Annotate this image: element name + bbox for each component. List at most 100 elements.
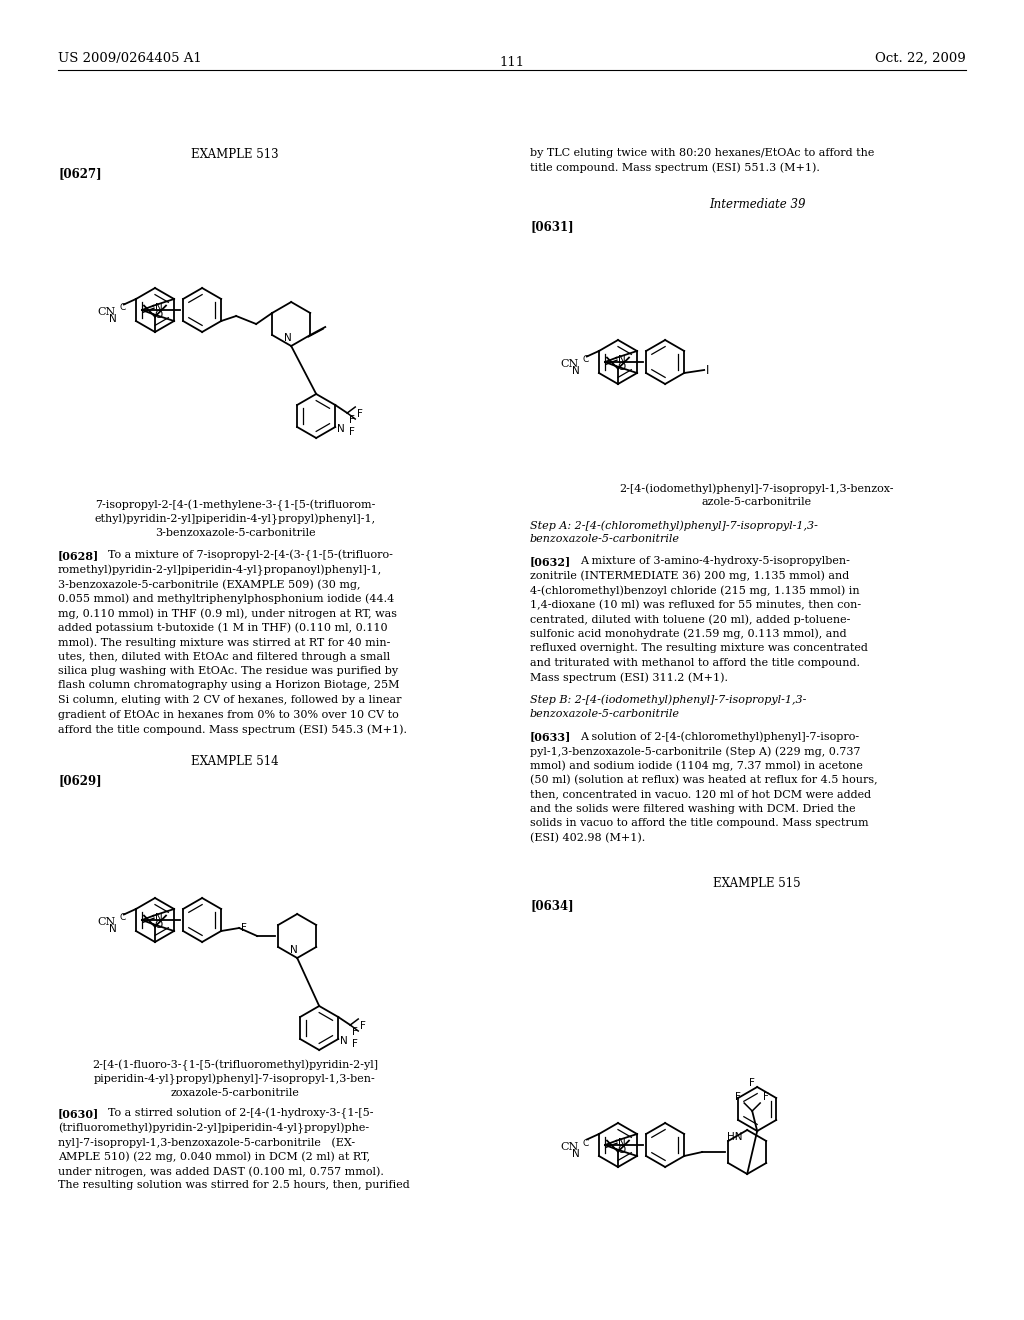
Text: (trifluoromethyl)pyridin-2-yl]piperidin-4-yl}propyl)phe-: (trifluoromethyl)pyridin-2-yl]piperidin-…: [58, 1122, 369, 1134]
Text: 1,4-dioxane (10 ml) was refluxed for 55 minutes, then con-: 1,4-dioxane (10 ml) was refluxed for 55 …: [530, 599, 861, 610]
Text: added potassium t-butoxide (1 M in THF) (0.110 ml, 0.110: added potassium t-butoxide (1 M in THF) …: [58, 623, 388, 634]
Text: O: O: [617, 1146, 626, 1155]
Text: N: N: [571, 366, 580, 376]
Text: pyl-1,3-benzoxazole-5-carbonitrile (Step A) (229 mg, 0.737: pyl-1,3-benzoxazole-5-carbonitrile (Step…: [530, 746, 860, 756]
Text: N: N: [155, 302, 163, 313]
Text: then, concentrated in vacuo. 120 ml of hot DCM were added: then, concentrated in vacuo. 120 ml of h…: [530, 789, 871, 800]
Text: [0628]: [0628]: [58, 550, 99, 561]
Text: 4-(chloromethyl)benzoyl chloride (215 mg, 1.135 mmol) in: 4-(chloromethyl)benzoyl chloride (215 mg…: [530, 585, 859, 595]
Text: N: N: [155, 913, 163, 923]
Text: solids in vacuo to afford the title compound. Mass spectrum: solids in vacuo to afford the title comp…: [530, 818, 868, 829]
Text: C: C: [119, 304, 126, 313]
Text: CN: CN: [97, 308, 116, 317]
Text: title compound. Mass spectrum (ESI) 551.3 (M+1).: title compound. Mass spectrum (ESI) 551.…: [530, 162, 820, 173]
Text: and the solids were filtered washing with DCM. Dried the: and the solids were filtered washing wit…: [530, 804, 856, 814]
Text: 3-benzoxazole-5-carbonitrile (EXAMPLE 509) (30 mg,: 3-benzoxazole-5-carbonitrile (EXAMPLE 50…: [58, 579, 360, 590]
Text: and triturated with methanol to afford the title compound.: and triturated with methanol to afford t…: [530, 657, 860, 668]
Text: Mass spectrum (ESI) 311.2 (M+1).: Mass spectrum (ESI) 311.2 (M+1).: [530, 672, 728, 682]
Text: US 2009/0264405 A1: US 2009/0264405 A1: [58, 51, 202, 65]
Text: C: C: [119, 913, 126, 923]
Text: zonitrile (INTERMEDIATE 36) 200 mg, 1.135 mmol) and: zonitrile (INTERMEDIATE 36) 200 mg, 1.13…: [530, 570, 849, 581]
Text: mmol) and sodium iodide (1104 mg, 7.37 mmol) in acetone: mmol) and sodium iodide (1104 mg, 7.37 m…: [530, 760, 863, 771]
Text: N: N: [340, 1036, 348, 1045]
Text: 3-benzoxazole-5-carbonitrile: 3-benzoxazole-5-carbonitrile: [155, 528, 315, 539]
Text: centrated, diluted with toluene (20 ml), added p-toluene-: centrated, diluted with toluene (20 ml),…: [530, 614, 850, 624]
Text: O: O: [617, 362, 626, 372]
Text: N: N: [109, 924, 117, 935]
Text: mg, 0.110 mmol) in THF (0.9 ml), under nitrogen at RT, was: mg, 0.110 mmol) in THF (0.9 ml), under n…: [58, 609, 397, 619]
Text: [0633]: [0633]: [530, 731, 571, 742]
Text: (ESI) 402.98 (M+1).: (ESI) 402.98 (M+1).: [530, 833, 645, 843]
Text: benzoxazole-5-carbonitrile: benzoxazole-5-carbonitrile: [530, 709, 680, 719]
Text: [0630]: [0630]: [58, 1107, 99, 1119]
Text: I: I: [707, 363, 710, 376]
Text: N: N: [618, 355, 626, 364]
Text: azole-5-carbonitrile: azole-5-carbonitrile: [701, 498, 812, 507]
Text: The resulting solution was stirred for 2.5 hours, then, purified: The resulting solution was stirred for 2…: [58, 1180, 410, 1191]
Text: N: N: [337, 424, 345, 434]
Text: [0634]: [0634]: [530, 899, 573, 912]
Text: [0627]: [0627]: [58, 168, 101, 180]
Text: To a mixture of 7-isopropyl-2-[4-(3-{1-[5-(trifluoro-: To a mixture of 7-isopropyl-2-[4-(3-{1-[…: [108, 550, 393, 561]
Text: 0.055 mmol) and methyltriphenylphosphonium iodide (44.4: 0.055 mmol) and methyltriphenylphosphoni…: [58, 594, 394, 605]
Text: O: O: [155, 310, 163, 321]
Text: N: N: [618, 1138, 626, 1148]
Text: 2-[4-(1-fluoro-3-{1-[5-(trifluoromethyl)pyridin-2-yl]: 2-[4-(1-fluoro-3-{1-[5-(trifluoromethyl)…: [92, 1060, 378, 1072]
Text: Step A: 2-[4-(chloromethyl)phenyl]-7-isopropyl-1,3-: Step A: 2-[4-(chloromethyl)phenyl]-7-iso…: [530, 520, 818, 531]
Text: Step B: 2-[4-(iodomethyl)phenyl]-7-isopropyl-1,3-: Step B: 2-[4-(iodomethyl)phenyl]-7-isopr…: [530, 694, 806, 705]
Text: romethyl)pyridin-2-yl]piperidin-4-yl}propanoyl)phenyl]-1,: romethyl)pyridin-2-yl]piperidin-4-yl}pro…: [58, 565, 382, 576]
Text: HN: HN: [727, 1133, 742, 1142]
Text: piperidin-4-yl}propyl)phenyl]-7-isopropyl-1,3-ben-: piperidin-4-yl}propyl)phenyl]-7-isopropy…: [94, 1074, 376, 1085]
Text: CN: CN: [560, 359, 579, 370]
Text: N: N: [109, 314, 117, 323]
Text: [0632]: [0632]: [530, 556, 571, 568]
Text: F: F: [750, 1078, 755, 1088]
Text: O: O: [155, 920, 163, 931]
Text: F: F: [352, 1039, 358, 1049]
Text: Oct. 22, 2009: Oct. 22, 2009: [876, 51, 966, 65]
Text: under nitrogen, was added DAST (0.100 ml, 0.757 mmol).: under nitrogen, was added DAST (0.100 ml…: [58, 1166, 384, 1176]
Text: silica plug washing with EtOAc. The residue was purified by: silica plug washing with EtOAc. The resi…: [58, 667, 398, 676]
Text: afford the title compound. Mass spectrum (ESI) 545.3 (M+1).: afford the title compound. Mass spectrum…: [58, 723, 407, 734]
Text: F: F: [242, 923, 247, 933]
Text: gradient of EtOAc in hexanes from 0% to 30% over 10 CV to: gradient of EtOAc in hexanes from 0% to …: [58, 710, 398, 719]
Text: (50 ml) (solution at reflux) was heated at reflux for 4.5 hours,: (50 ml) (solution at reflux) was heated …: [530, 775, 878, 785]
Text: 2-[4-(iodomethyl)phenyl]-7-isopropyl-1,3-benzox-: 2-[4-(iodomethyl)phenyl]-7-isopropyl-1,3…: [620, 483, 894, 494]
Text: [0629]: [0629]: [58, 774, 101, 787]
Text: F: F: [349, 414, 355, 425]
Text: F: F: [352, 1027, 358, 1038]
Text: EXAMPLE 514: EXAMPLE 514: [191, 755, 279, 768]
Text: 7-isopropyl-2-[4-(1-methylene-3-{1-[5-(trifluorom-: 7-isopropyl-2-[4-(1-methylene-3-{1-[5-(t…: [95, 500, 375, 511]
Text: 111: 111: [500, 55, 524, 69]
Text: CN: CN: [97, 917, 116, 927]
Text: ethyl)pyridin-2-yl]piperidin-4-yl}propyl)phenyl]-1,: ethyl)pyridin-2-yl]piperidin-4-yl}propyl…: [94, 513, 376, 525]
Text: AMPLE 510) (22 mg, 0.040 mmol) in DCM (2 ml) at RT,: AMPLE 510) (22 mg, 0.040 mmol) in DCM (2…: [58, 1151, 370, 1162]
Text: refluxed overnight. The resulting mixture was concentrated: refluxed overnight. The resulting mixtur…: [530, 643, 868, 653]
Text: N: N: [571, 1148, 580, 1159]
Text: C: C: [583, 1138, 589, 1147]
Text: F: F: [360, 1020, 367, 1031]
Text: [0631]: [0631]: [530, 220, 573, 234]
Text: by TLC eluting twice with 80:20 hexanes/EtOAc to afford the: by TLC eluting twice with 80:20 hexanes/…: [530, 148, 874, 158]
Text: benzoxazole-5-carbonitrile: benzoxazole-5-carbonitrile: [530, 535, 680, 544]
Text: EXAMPLE 513: EXAMPLE 513: [191, 148, 279, 161]
Text: F: F: [357, 409, 364, 418]
Text: CN: CN: [560, 1142, 579, 1152]
Text: nyl]-7-isopropyl-1,3-benzoxazole-5-carbonitrile   (EX-: nyl]-7-isopropyl-1,3-benzoxazole-5-carbo…: [58, 1137, 355, 1147]
Text: N: N: [291, 945, 298, 954]
Text: utes, then, diluted with EtOAc and filtered through a small: utes, then, diluted with EtOAc and filte…: [58, 652, 390, 661]
Text: F: F: [763, 1092, 769, 1102]
Text: mmol). The resulting mixture was stirred at RT for 40 min-: mmol). The resulting mixture was stirred…: [58, 638, 390, 648]
Text: N: N: [285, 333, 292, 343]
Text: Si column, eluting with 2 CV of hexanes, followed by a linear: Si column, eluting with 2 CV of hexanes,…: [58, 696, 401, 705]
Text: EXAMPLE 515: EXAMPLE 515: [713, 876, 801, 890]
Text: zoxazole-5-carbonitrile: zoxazole-5-carbonitrile: [171, 1088, 299, 1098]
Text: sulfonic acid monohydrate (21.59 mg, 0.113 mmol), and: sulfonic acid monohydrate (21.59 mg, 0.1…: [530, 628, 847, 639]
Text: F: F: [349, 426, 355, 437]
Text: A solution of 2-[4-(chloromethyl)phenyl]-7-isopro-: A solution of 2-[4-(chloromethyl)phenyl]…: [580, 731, 859, 742]
Text: Intermediate 39: Intermediate 39: [709, 198, 805, 211]
Text: To a stirred solution of 2-[4-(1-hydroxy-3-{1-[5-: To a stirred solution of 2-[4-(1-hydroxy…: [108, 1107, 374, 1119]
Text: flash column chromatography using a Horizon Biotage, 25M: flash column chromatography using a Hori…: [58, 681, 399, 690]
Text: F: F: [735, 1092, 741, 1102]
Text: C: C: [583, 355, 589, 364]
